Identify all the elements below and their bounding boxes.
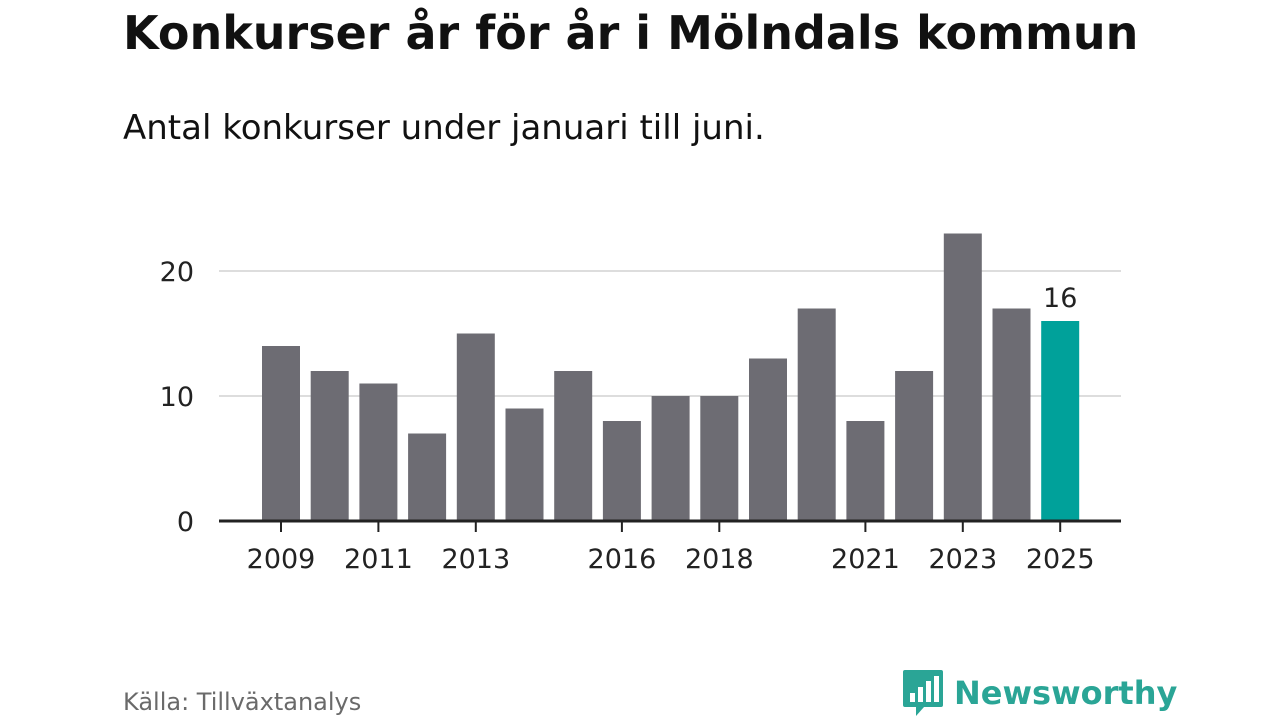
x-tick-label: 2021	[831, 544, 900, 575]
data-label: 16	[1043, 283, 1077, 314]
bar-2013	[456, 333, 495, 521]
brand-logo: Newsworthy	[902, 668, 1177, 718]
chart-title: Konkurser år för år i Mölndals kommun	[123, 6, 1139, 60]
x-tick-label: 2013	[441, 544, 510, 575]
bar-2017	[651, 396, 690, 521]
bar-2024	[992, 308, 1031, 521]
x-tick-label: 2025	[1026, 544, 1095, 575]
x-tick-label: 2011	[344, 544, 413, 575]
bar-2023	[943, 233, 982, 521]
bar-2020	[797, 308, 836, 521]
bar-2015	[554, 371, 593, 521]
newsworthy-logo-icon	[903, 670, 943, 716]
bar-2009	[262, 346, 300, 521]
y-tick-label: 0	[177, 507, 194, 538]
bar-2022	[895, 371, 934, 521]
y-tick-label: 10	[160, 382, 194, 413]
chart-subtitle: Antal konkurser under januari till juni.	[123, 108, 765, 148]
bar-2019	[749, 358, 787, 521]
bar-2012	[408, 433, 447, 521]
x-tick-label: 2016	[588, 544, 657, 575]
x-tick-label: 2023	[928, 544, 997, 575]
bar-2011	[359, 383, 398, 521]
bar-2021	[846, 421, 885, 521]
x-tick-label: 2018	[685, 544, 754, 575]
source-note: Källa: Tillväxtanalys	[123, 688, 362, 716]
bar-2014	[505, 408, 544, 521]
bar-2018	[700, 396, 739, 521]
x-tick-label: 2009	[247, 544, 316, 575]
bar-2016	[602, 421, 641, 521]
brand-name: Newsworthy	[954, 674, 1178, 712]
bar-2025	[1041, 321, 1080, 521]
bar-2010	[310, 371, 349, 521]
y-tick-label: 20	[160, 257, 194, 288]
